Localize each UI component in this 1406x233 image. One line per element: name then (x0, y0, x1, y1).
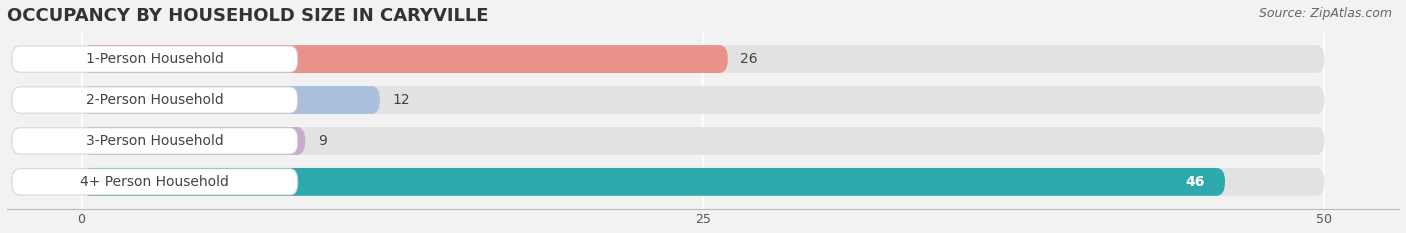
Text: 2-Person Household: 2-Person Household (86, 93, 224, 107)
FancyBboxPatch shape (11, 128, 298, 154)
FancyBboxPatch shape (82, 45, 1324, 73)
Text: 12: 12 (392, 93, 411, 107)
Text: 4+ Person Household: 4+ Person Household (80, 175, 229, 189)
Text: 1-Person Household: 1-Person Household (86, 52, 224, 66)
Text: 9: 9 (318, 134, 326, 148)
FancyBboxPatch shape (11, 169, 298, 195)
Text: OCCUPANCY BY HOUSEHOLD SIZE IN CARYVILLE: OCCUPANCY BY HOUSEHOLD SIZE IN CARYVILLE (7, 7, 488, 25)
FancyBboxPatch shape (82, 127, 305, 155)
Text: Source: ZipAtlas.com: Source: ZipAtlas.com (1258, 7, 1392, 20)
FancyBboxPatch shape (11, 87, 298, 113)
Text: 46: 46 (1185, 175, 1205, 189)
FancyBboxPatch shape (82, 86, 380, 114)
FancyBboxPatch shape (82, 45, 728, 73)
FancyBboxPatch shape (82, 86, 1324, 114)
FancyBboxPatch shape (82, 168, 1225, 196)
FancyBboxPatch shape (11, 46, 298, 72)
Text: 3-Person Household: 3-Person Household (86, 134, 224, 148)
FancyBboxPatch shape (82, 127, 1324, 155)
Text: 26: 26 (741, 52, 758, 66)
FancyBboxPatch shape (82, 168, 1324, 196)
